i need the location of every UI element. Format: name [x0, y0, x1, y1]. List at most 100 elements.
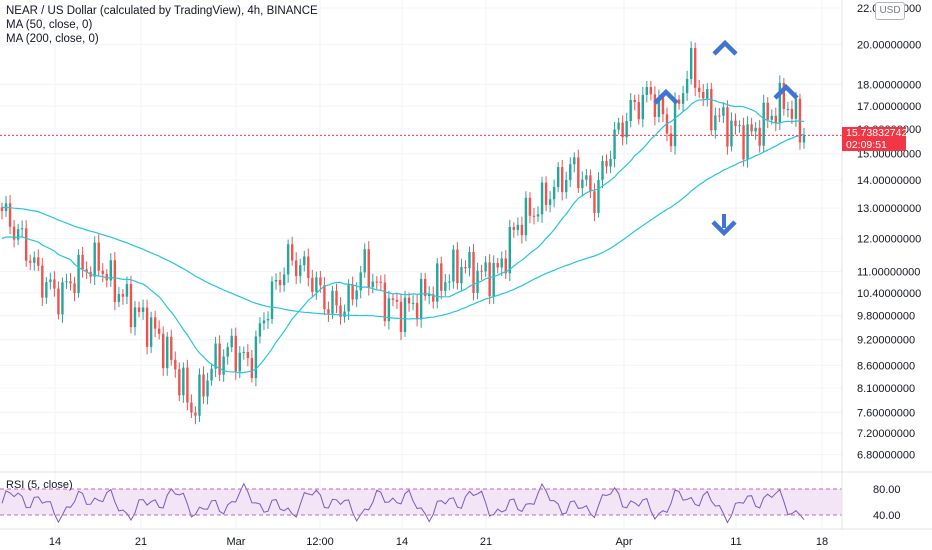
candle-body: [427, 294, 431, 297]
candle-body: [790, 108, 794, 119]
candle-body: [73, 283, 76, 294]
candle-body: [286, 244, 290, 275]
candle-body: [452, 249, 455, 282]
candle-body: [45, 282, 48, 298]
candle-body: [532, 215, 536, 217]
candle-body: [685, 78, 689, 94]
candle-body: [113, 260, 117, 302]
candle-body: [657, 97, 661, 117]
currency-button[interactable]: USD: [875, 2, 905, 20]
candle-body: [484, 262, 487, 272]
candle-body: [786, 108, 790, 110]
price-axis-label: 13.00000000: [857, 203, 921, 215]
candle-body: [299, 265, 302, 277]
candle-body: [145, 307, 149, 347]
candle-body: [202, 374, 205, 397]
up-arrow-icon[interactable]: [712, 39, 738, 56]
candle-body: [166, 336, 169, 369]
candle-body: [609, 159, 612, 167]
candle-body: [629, 99, 632, 122]
grid-lines: [0, 0, 842, 528]
price-axis-label: 8.60000000: [857, 360, 915, 372]
candle-body: [726, 107, 729, 147]
candle-body: [464, 266, 467, 269]
candle-body: [581, 179, 584, 189]
candle-body: [49, 279, 52, 283]
candle-body: [476, 270, 479, 293]
candle-body: [331, 290, 334, 314]
candle-body: [456, 249, 459, 284]
candle-body: [625, 121, 628, 138]
time-axis-label: 11: [730, 536, 741, 548]
candle-body: [637, 102, 640, 120]
rsi-axis-label: 80.00: [873, 484, 901, 496]
candle-body: [762, 102, 765, 146]
price-axis-label: 10.40000000: [857, 288, 921, 300]
candle-body: [93, 242, 96, 277]
price-axis-label: 18.00000000: [857, 79, 921, 91]
candle-body: [750, 124, 753, 132]
candle-body: [589, 175, 592, 192]
candle-body: [246, 351, 250, 359]
down-arrow-icon[interactable]: [711, 220, 737, 237]
legend-title[interactable]: NEAR / US Dollar (calculated by TradingV…: [6, 5, 318, 17]
candle-body: [766, 102, 769, 120]
legend-rsi[interactable]: RSI (5, close): [6, 479, 73, 491]
candle-body: [278, 280, 282, 286]
candle-body: [97, 242, 100, 271]
candle-body: [569, 164, 572, 180]
candle-body: [673, 99, 677, 147]
candle-body: [186, 367, 189, 403]
candle-body: [689, 48, 693, 79]
up-arrow-icon[interactable]: [773, 83, 799, 100]
candle-body: [432, 294, 435, 302]
annotation-arrows[interactable]: [653, 39, 799, 237]
candle-body: [65, 281, 68, 283]
price-axis-label: 8.10000000: [857, 383, 915, 395]
candle-body: [105, 274, 108, 281]
candle-body: [722, 107, 725, 116]
candle-body: [677, 99, 681, 104]
candle-body: [698, 87, 701, 93]
candle-body: [681, 93, 685, 104]
candle-body: [335, 290, 338, 306]
bar-countdown: 02:09:51: [846, 139, 887, 152]
time-axis-label: 14: [396, 536, 408, 548]
candle-body: [597, 180, 600, 213]
candle-body: [242, 351, 246, 353]
candle-body: [117, 294, 121, 302]
price-axis-label: 14.00000000: [857, 175, 921, 187]
candle-body: [730, 120, 733, 147]
candle-body: [399, 301, 403, 332]
candle-body: [363, 249, 366, 273]
candle-body: [391, 298, 395, 300]
candle-body: [601, 161, 604, 181]
legend-ma200[interactable]: MA (200, close, 0): [6, 33, 99, 45]
price-axis-labels[interactable]: 22.0000000020.0000000018.0000000017.0000…: [857, 3, 921, 462]
candle-body: [423, 278, 427, 297]
candle-body: [548, 199, 552, 205]
time-axis-labels[interactable]: 14 21 Mar 12:00 14 21 Apr 11 18: [49, 536, 828, 548]
candle-body: [359, 272, 362, 291]
candle-body: [770, 115, 773, 120]
candle-body: [520, 224, 524, 236]
price-axis-label: 20.00000000: [857, 39, 921, 51]
candle-body: [133, 307, 137, 328]
candle-body: [641, 94, 644, 120]
candle-body: [12, 226, 16, 240]
candle-body: [266, 318, 270, 321]
axes: [0, 0, 932, 530]
candle-body: [53, 279, 56, 289]
candle-body: [742, 125, 745, 160]
candle-body: [560, 167, 564, 193]
candle-body: [419, 278, 423, 320]
up-arrow-icon[interactable]: [653, 88, 679, 105]
current-price-tag: 15.73832742 02:09:51: [842, 127, 907, 152]
candle-body: [778, 82, 782, 123]
candle-body: [319, 277, 322, 286]
candle-body: [738, 125, 741, 127]
candle-body: [182, 367, 185, 396]
candle-body: [270, 281, 274, 319]
legend-ma50[interactable]: MA (50, close, 0): [6, 19, 93, 31]
